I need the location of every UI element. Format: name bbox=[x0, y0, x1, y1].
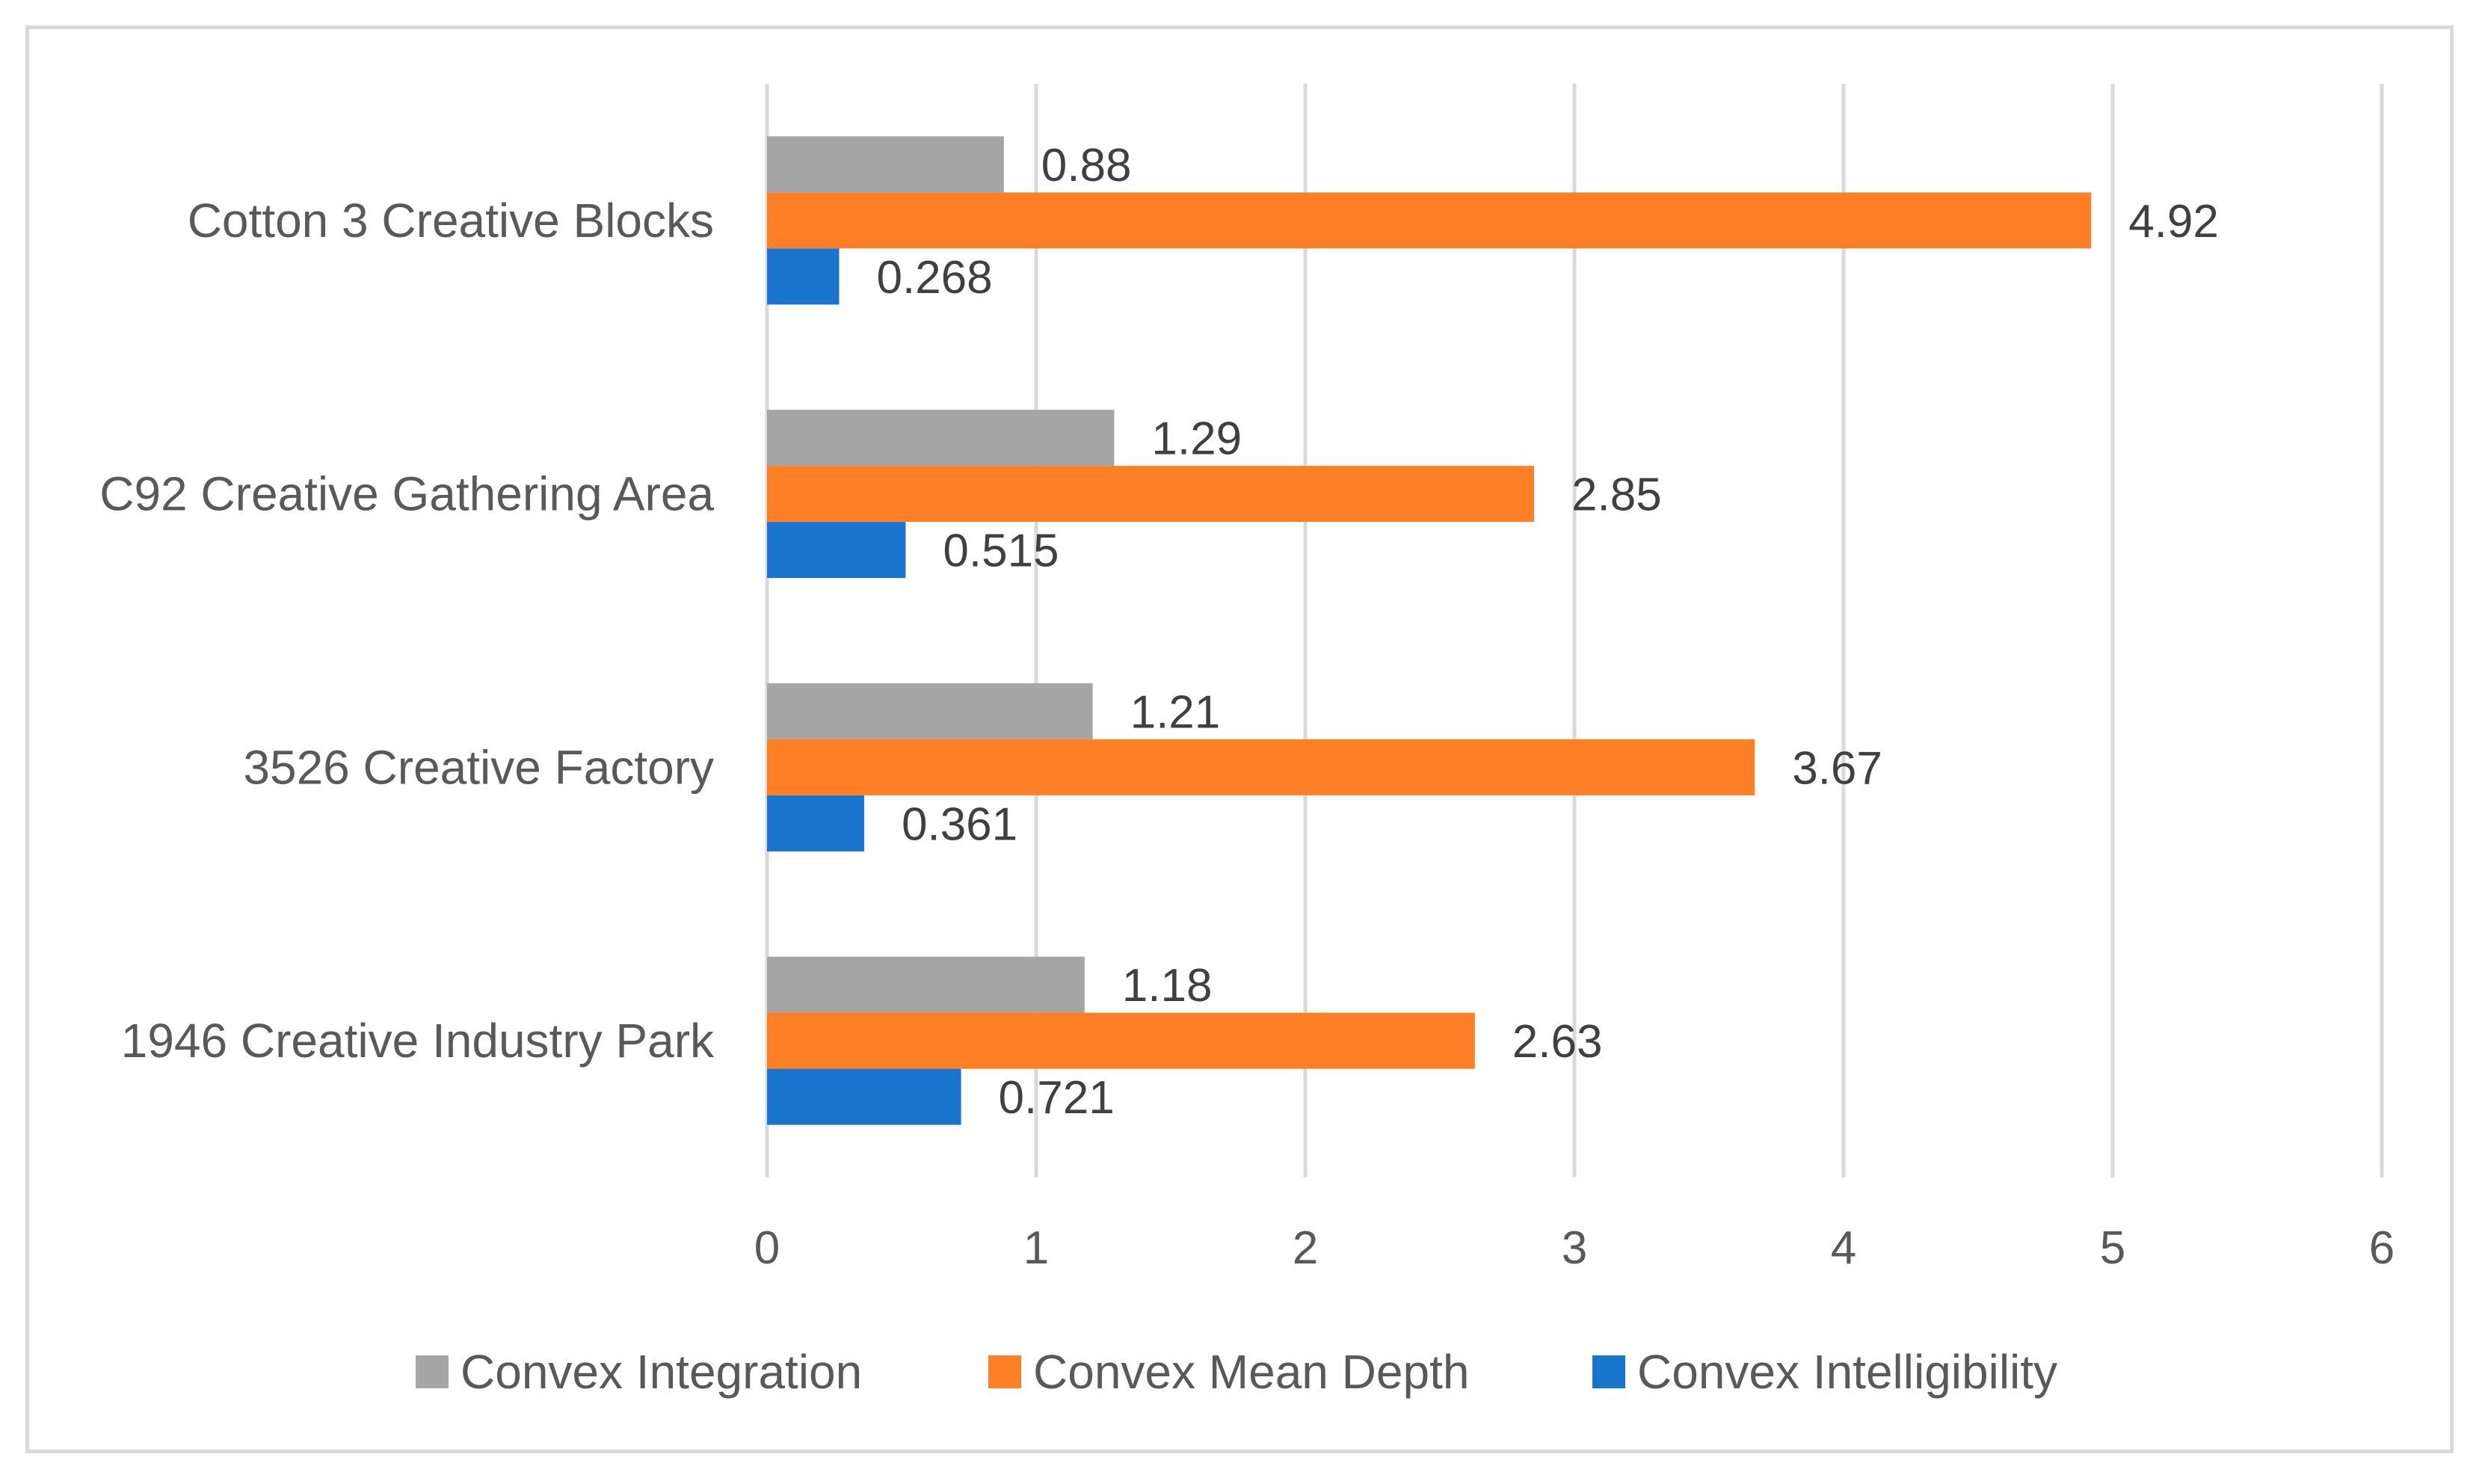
legend: Convex Integration Convex Mean Depth Conve… bbox=[416, 1345, 2057, 1399]
data-label: 0.721 bbox=[999, 1072, 1115, 1124]
gridlines bbox=[765, 84, 2384, 1177]
bar bbox=[767, 795, 864, 852]
legend-label: Convex Mean Depth bbox=[1033, 1345, 1469, 1399]
data-label: 1.29 bbox=[1151, 413, 1242, 465]
value-axis: 0 1 2 3 4 5 6 bbox=[754, 1222, 2395, 1274]
data-label: 2.85 bbox=[1571, 469, 1662, 521]
bar bbox=[767, 683, 1093, 739]
bar bbox=[767, 739, 1755, 795]
data-label: 2.63 bbox=[1512, 1016, 1603, 1068]
legend-swatch bbox=[416, 1355, 449, 1388]
x-tick-label: 4 bbox=[1831, 1222, 1856, 1274]
bar bbox=[767, 1068, 961, 1125]
x-tick-label: 0 bbox=[754, 1222, 780, 1274]
bar bbox=[767, 410, 1115, 467]
bar bbox=[767, 956, 1085, 1013]
bar bbox=[767, 466, 1534, 523]
bar bbox=[767, 1012, 1475, 1069]
x-tick-label: 6 bbox=[2369, 1222, 2395, 1274]
bar bbox=[767, 192, 2092, 249]
data-label: 0.361 bbox=[902, 798, 1017, 850]
category-label: 1946 Creative Industry Park bbox=[121, 1014, 715, 1068]
bar bbox=[767, 522, 906, 579]
legend-label: Convex Integration bbox=[461, 1345, 862, 1399]
data-label: 0.515 bbox=[943, 526, 1059, 577]
x-tick-label: 5 bbox=[2100, 1222, 2125, 1274]
data-label: 1.21 bbox=[1130, 686, 1221, 738]
category-label: 3526 Creative Factory bbox=[243, 740, 714, 794]
legend-swatch bbox=[988, 1355, 1021, 1388]
data-label: 1.18 bbox=[1122, 960, 1213, 1012]
data-labels: 0.88 4.92 0.268 1.29 2.85 0.515 1.21 3.67 0.361 1… bbox=[876, 140, 2218, 1124]
x-tick-label: 2 bbox=[1293, 1222, 1318, 1274]
x-tick-label: 1 bbox=[1023, 1222, 1049, 1274]
category-label: C92 Creative Gathering Area bbox=[99, 467, 714, 521]
category-axis: Cotton 3 Creative Blocks C92 Creative Gat… bbox=[99, 194, 715, 1068]
legend-swatch bbox=[1592, 1355, 1625, 1388]
legend-label: Convex Intelligibility bbox=[1637, 1345, 2057, 1399]
data-label: 3.67 bbox=[1792, 742, 1882, 794]
data-label: 0.268 bbox=[876, 252, 992, 304]
bar bbox=[767, 136, 1004, 193]
data-label: 0.88 bbox=[1041, 140, 1132, 191]
chart-frame: 0.88 4.92 0.268 1.29 2.85 0.515 1.21 3.67 0.361 1… bbox=[25, 25, 2454, 1453]
x-tick-label: 3 bbox=[1562, 1222, 1587, 1274]
data-label: 4.92 bbox=[2128, 196, 2219, 247]
category-label: Cotton 3 Creative Blocks bbox=[188, 194, 714, 247]
bar bbox=[767, 248, 840, 305]
bar-chart: 0.88 4.92 0.268 1.29 2.85 0.515 1.21 3.67 0.361 1… bbox=[99, 84, 2395, 1399]
bars bbox=[767, 136, 2092, 1125]
